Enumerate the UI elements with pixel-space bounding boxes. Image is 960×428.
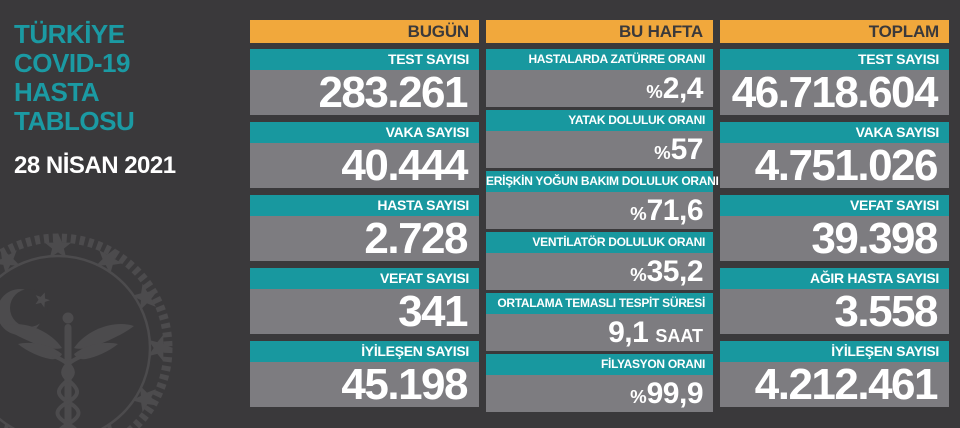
stat-value: 45.198: [250, 362, 479, 407]
stat-label: TEST SAYISI: [720, 49, 949, 70]
page-title-line: TABLOSU: [14, 106, 135, 136]
stat-label: VEFAT SAYISI: [720, 195, 949, 216]
stat-value-number: 57: [670, 133, 704, 166]
column-total: TOPLAM TEST SAYISI 46.718.604 VAKA SAYISI 4…: [720, 20, 949, 414]
column-body: TEST SAYISI 46.718.604 VAKA SAYISI 4.751.02…: [720, 49, 949, 407]
stat-block: VAKA SAYISI 40.444: [250, 122, 479, 188]
stat-value: %35,2: [486, 253, 713, 290]
stat-block: FİLYASYON ORANI %99,9: [486, 354, 713, 412]
stat-value: 2.728: [250, 216, 479, 261]
column-this-week: BU HAFTA HASTALARDA ZATÜRRE ORANI %2,4 YAT…: [486, 20, 719, 415]
stat-label: İYİLEŞEN SAYISI: [250, 341, 479, 362]
stat-value-number: 46.718.604: [731, 68, 939, 117]
stat-value: 46.718.604: [720, 70, 949, 115]
stat-value: 3.558: [720, 289, 949, 334]
stat-value-number: 39.398: [811, 214, 938, 263]
stat-value-number: 71,6: [646, 194, 704, 227]
stat-value-number: 35,2: [646, 255, 704, 288]
stat-label: TEST SAYISI: [250, 49, 479, 70]
stat-value-number: 2.728: [364, 214, 468, 263]
stat-block: HASTA SAYISI 2.728: [250, 195, 479, 261]
stat-block: YATAK DOLULUK ORANI %57: [486, 110, 713, 168]
stat-block: AĞIR HASTA SAYISI 3.558: [720, 268, 949, 334]
page-title: TÜRKİYE COVID-19 HASTA TABLOSU: [14, 19, 135, 136]
stat-block: VEFAT SAYISI 39.398: [720, 195, 949, 261]
stat-value-prefix: %: [646, 81, 663, 102]
stat-label: VEFAT SAYISI: [250, 268, 479, 289]
stat-value-number: 4.751.026: [754, 141, 939, 190]
page-title-line: TÜRKİYE: [14, 19, 125, 49]
page-title-line: HASTA: [14, 77, 100, 107]
stat-value-number: 283.261: [318, 68, 468, 117]
stat-value-prefix: %: [630, 203, 647, 224]
stat-value-number: 3.558: [834, 287, 938, 336]
stat-block: İYİLEŞEN SAYISI 4.212.461: [720, 341, 949, 407]
stat-value-number: 4.212.461: [754, 360, 939, 409]
stat-value-suffix: SAAT: [655, 326, 703, 346]
stat-label: İYİLEŞEN SAYISI: [720, 341, 949, 362]
page-title-line: COVID-19: [14, 48, 130, 78]
stat-label: HASTALARDA ZATÜRRE ORANI: [486, 49, 713, 70]
stat-block: ORTALAMA TEMASLI TESPİT SÜRESİ 9,1 SAAT: [486, 293, 713, 351]
date-label: 28 NİSAN 2021: [14, 152, 176, 179]
stat-block: ERİŞKİN YOĞUN BAKIM DOLULUK ORANI %71,6: [486, 171, 719, 229]
column-body: HASTALARDA ZATÜRRE ORANI %2,4 YATAK DOLULU…: [486, 49, 719, 412]
stat-value: %2,4: [486, 70, 713, 107]
stat-label: HASTA SAYISI: [250, 195, 479, 216]
stat-value-number: 40.444: [341, 141, 468, 190]
health-ministry-emblem-icon: [0, 228, 178, 428]
stat-block: VEFAT SAYISI 341: [250, 268, 479, 334]
stat-label: ORTALAMA TEMASLI TESPİT SÜRESİ: [486, 293, 713, 314]
stat-value: 39.398: [720, 216, 949, 261]
stat-block: VENTİLATÖR DOLULUK ORANI %35,2: [486, 232, 713, 290]
stat-value: 4.751.026: [720, 143, 949, 188]
stat-value-number: 2,4: [662, 72, 704, 105]
stat-value-number: 99,9: [646, 377, 704, 410]
stat-value: %71,6: [486, 192, 713, 229]
stat-value-prefix: %: [654, 142, 671, 163]
stat-label: VAKA SAYISI: [720, 122, 949, 143]
stat-value-prefix: %: [630, 386, 647, 407]
column-today: BUGÜN TEST SAYISI 283.261 VAKA SAYISI 40.44…: [250, 20, 479, 414]
stat-block: TEST SAYISI 46.718.604: [720, 49, 949, 115]
stat-label: ERİŞKİN YOĞUN BAKIM DOLULUK ORANI: [486, 171, 719, 192]
stat-value-number: 45.198: [341, 360, 468, 409]
stat-value-number: 341: [398, 287, 468, 336]
stat-block: TEST SAYISI 283.261: [250, 49, 479, 115]
column-body: TEST SAYISI 283.261 VAKA SAYISI 40.444 HASTA…: [250, 49, 479, 407]
stat-value: %57: [486, 131, 713, 168]
stat-value-number: 9,1: [608, 316, 649, 349]
stat-value: 9,1 SAAT: [486, 314, 713, 351]
stat-value: 4.212.461: [720, 362, 949, 407]
stat-block: İYİLEŞEN SAYISI 45.198: [250, 341, 479, 407]
stat-label: AĞIR HASTA SAYISI: [720, 268, 949, 289]
stat-block: VAKA SAYISI 4.751.026: [720, 122, 949, 188]
stat-value: 283.261: [250, 70, 479, 115]
column-header-today: BUGÜN: [250, 20, 479, 43]
stat-label: FİLYASYON ORANI: [486, 354, 713, 375]
stat-label: VENTİLATÖR DOLULUK ORANI: [486, 232, 713, 253]
stat-value: %99,9: [486, 375, 713, 412]
column-header-this-week: BU HAFTA: [486, 20, 713, 43]
stat-value-prefix: %: [630, 264, 647, 285]
stat-label: YATAK DOLULUK ORANI: [486, 110, 713, 131]
stat-label: VAKA SAYISI: [250, 122, 479, 143]
column-header-total: TOPLAM: [720, 20, 949, 43]
stat-value: 341: [250, 289, 479, 334]
stat-value: 40.444: [250, 143, 479, 188]
stat-block: HASTALARDA ZATÜRRE ORANI %2,4: [486, 49, 713, 107]
